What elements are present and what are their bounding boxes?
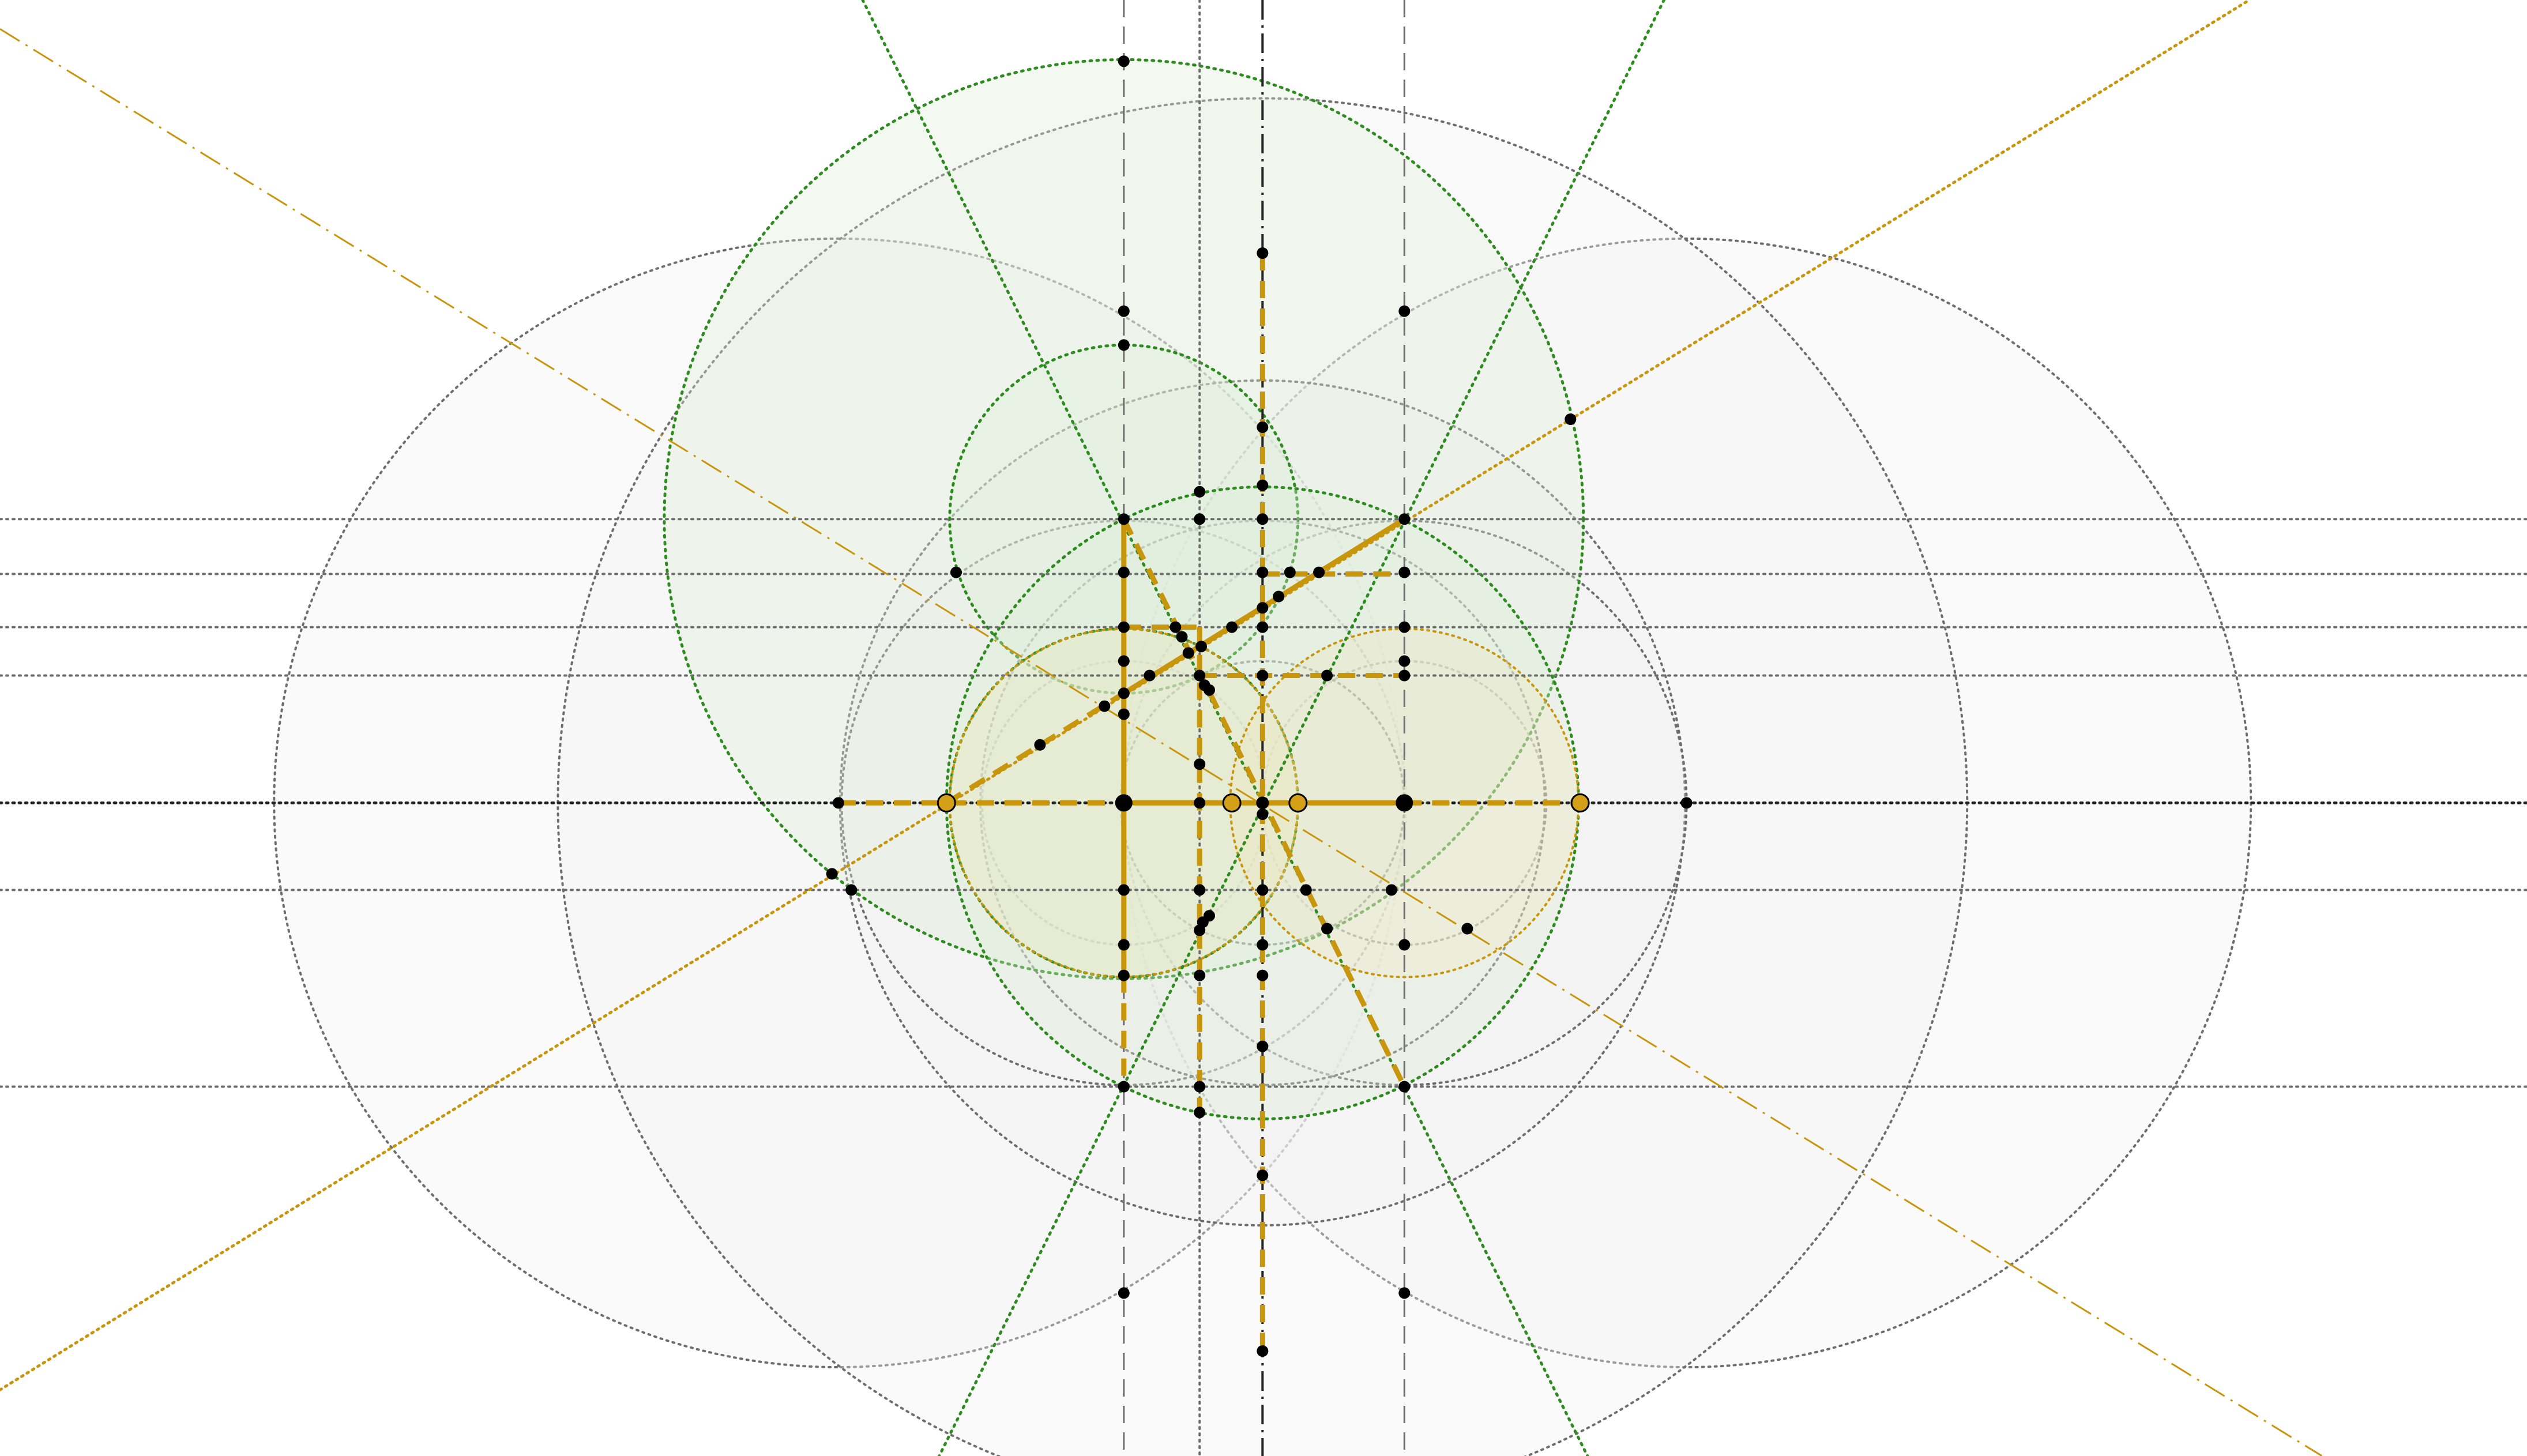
construction-point <box>1313 566 1325 578</box>
construction-point <box>1257 479 1269 491</box>
construction-point <box>1118 621 1130 633</box>
construction-point <box>1194 486 1206 498</box>
gold-point <box>1222 793 1242 812</box>
construction-point <box>1194 1107 1206 1119</box>
construction-point <box>1257 808 1269 820</box>
construction-point <box>1321 923 1333 935</box>
construction-point <box>1257 939 1269 951</box>
construction-point <box>1257 1345 1269 1357</box>
construction-point <box>1385 884 1397 896</box>
construction-point <box>1257 566 1269 578</box>
construction-point <box>1118 655 1130 667</box>
construction-point <box>1118 513 1130 525</box>
construction-point <box>845 884 858 896</box>
construction-point <box>1398 1081 1411 1093</box>
gold-point <box>1288 793 1308 812</box>
gold-point <box>937 793 956 812</box>
construction-point <box>1195 641 1207 653</box>
construction-point <box>1257 602 1269 614</box>
construction-point <box>1398 655 1411 667</box>
construction-point <box>1034 739 1046 751</box>
construction-point <box>1257 421 1269 433</box>
construction-point <box>1398 939 1411 951</box>
construction-point <box>1118 969 1130 981</box>
construction-point <box>1118 1287 1130 1299</box>
center-point <box>1256 796 1269 810</box>
construction-point <box>1398 513 1411 525</box>
construction-point <box>1194 797 1206 809</box>
construction-point <box>832 797 844 809</box>
gold-points-layer <box>937 793 1590 812</box>
construction-point <box>1118 708 1130 720</box>
construction-point <box>1182 647 1194 659</box>
construction-point <box>1204 910 1215 922</box>
construction-point <box>826 868 838 880</box>
construction-point <box>1257 621 1269 633</box>
construction-point <box>1398 621 1411 633</box>
construction-point <box>1257 1169 1269 1182</box>
construction-point <box>1118 339 1130 351</box>
construction-point <box>1194 1081 1206 1093</box>
construction-point <box>1257 1040 1269 1052</box>
construction-point <box>1118 884 1130 896</box>
key-point <box>1396 794 1413 812</box>
construction-point <box>1680 797 1693 809</box>
construction-point <box>1194 669 1206 682</box>
construction-point <box>1194 924 1206 936</box>
construction-point <box>1204 684 1215 696</box>
construction-point <box>1257 247 1269 259</box>
construction-point <box>1118 566 1130 578</box>
construction-point <box>1273 590 1285 603</box>
construction-point <box>1099 700 1111 712</box>
construction-point <box>1194 513 1206 525</box>
construction-point <box>1257 969 1269 981</box>
construction-point <box>1194 758 1206 770</box>
construction-point <box>1170 621 1182 633</box>
gold-dashed-segment <box>945 691 1126 806</box>
construction-point <box>1398 305 1411 317</box>
construction-point <box>1321 669 1333 682</box>
points-layer <box>826 55 1693 1357</box>
green-diagonal <box>937 0 1665 1456</box>
construction-point <box>1118 305 1130 317</box>
construction-point <box>1257 884 1269 896</box>
construction-point <box>1176 631 1188 643</box>
construction-point <box>950 566 962 578</box>
construction-point <box>1144 669 1156 682</box>
construction-point <box>1257 513 1269 525</box>
construction-point <box>1398 566 1411 578</box>
construction-point <box>1257 669 1269 682</box>
gold-point <box>1570 793 1590 812</box>
gold-dashdot-diagonal <box>0 28 2322 1456</box>
construction-point <box>1118 687 1130 699</box>
construction-point <box>1300 884 1312 896</box>
construction-point <box>1118 1081 1130 1093</box>
construction-point <box>1194 969 1206 981</box>
construction-point <box>1118 55 1130 67</box>
construction-point <box>1284 566 1296 578</box>
construction-point <box>1461 923 1473 935</box>
construction-point <box>1226 621 1238 633</box>
construction-point <box>1118 939 1130 951</box>
construction-point <box>1194 884 1206 896</box>
key-point <box>1115 794 1133 812</box>
construction-point <box>1398 1287 1411 1299</box>
green-diagonal <box>861 0 1589 1456</box>
construction-point <box>1565 413 1577 425</box>
construction-point <box>1398 669 1411 682</box>
